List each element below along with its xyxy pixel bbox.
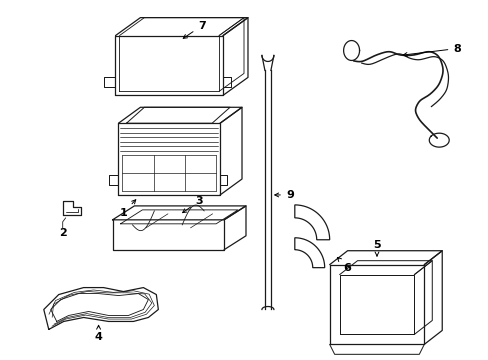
Text: 6: 6: [337, 257, 351, 273]
Text: 3: 3: [182, 196, 203, 213]
Polygon shape: [294, 205, 329, 240]
Polygon shape: [294, 238, 324, 268]
Text: 1: 1: [120, 200, 136, 218]
Text: 7: 7: [183, 21, 205, 39]
Text: 5: 5: [372, 240, 380, 256]
Text: 4: 4: [95, 325, 102, 342]
Text: 2: 2: [59, 228, 66, 238]
Text: 8: 8: [403, 44, 460, 57]
Text: 9: 9: [274, 190, 293, 200]
